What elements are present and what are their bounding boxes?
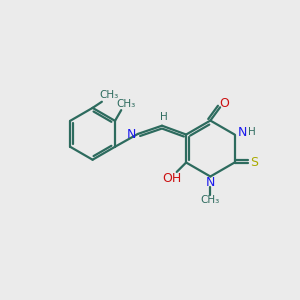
Text: N: N [206,176,215,190]
Text: CH₃: CH₃ [201,195,220,205]
Text: H: H [160,112,168,122]
Text: S: S [250,156,258,169]
Text: N: N [127,128,136,141]
Text: CH₃: CH₃ [99,90,119,100]
Text: N: N [238,126,248,139]
Text: H: H [248,127,256,137]
Text: CH₃: CH₃ [116,99,135,109]
Text: O: O [219,97,229,110]
Text: OH: OH [163,172,182,185]
